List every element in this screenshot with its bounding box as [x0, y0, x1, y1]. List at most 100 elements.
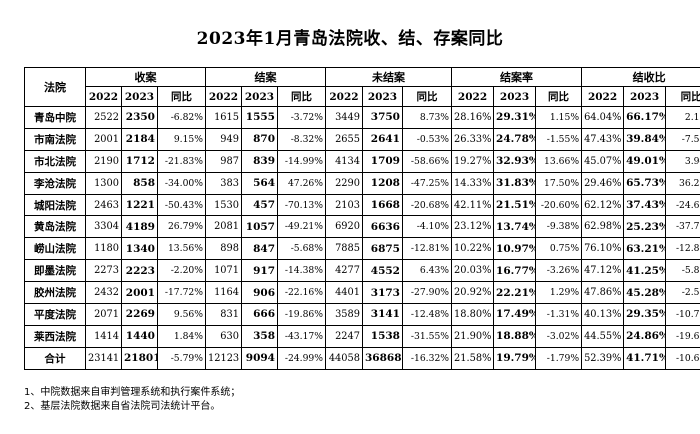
value-cell: 2001	[85, 127, 122, 151]
court-name: 黄岛法院	[24, 215, 86, 239]
value-cell: 2247	[325, 324, 363, 348]
yoy-cell: -22.16%	[277, 281, 326, 305]
table-row: 城阳法院 2463 1221 -50.43% 1530 457 -70.13% 2103 166…	[24, 193, 700, 217]
value-cell: 1538	[362, 324, 403, 348]
yoy-cell: 6.43%	[401, 259, 453, 283]
sub-header-year: 2022	[205, 86, 242, 107]
court-name: 合计	[24, 346, 86, 370]
value-cell: 2269	[121, 303, 158, 326]
sub-header-yoy: 同比	[665, 86, 700, 107]
value-cell: 1555	[241, 106, 278, 129]
yoy-cell: -5.68%	[277, 237, 326, 261]
sub-header-yoy: 同比	[277, 86, 326, 107]
value-cell: 839	[241, 149, 278, 173]
statistics-table: 法院 收案 结案 未结案 结案率 结收比 2022 2023 同比 2022 2023 同…	[24, 67, 700, 370]
table-row: 即墨法院 2273 2223 -2.20% 1071 917 -14.38% 4277 4552…	[24, 259, 700, 283]
value-cell: 62.98%	[581, 215, 625, 239]
value-cell: 20.92%	[451, 281, 495, 305]
value-cell: 7885	[325, 237, 363, 261]
value-cell: 21.90%	[451, 324, 495, 348]
group-header-closed: 结案	[205, 67, 326, 87]
yoy-cell: -3.72%	[277, 106, 326, 129]
value-cell: 1057	[241, 215, 278, 239]
value-cell: 29.35%	[623, 303, 667, 326]
value-cell: 2641	[362, 127, 403, 151]
value-cell: 1709	[362, 149, 403, 173]
value-cell: 28.16%	[451, 106, 495, 129]
value-cell: 3449	[325, 106, 363, 129]
value-cell: 2655	[325, 127, 363, 151]
table-row: 青岛中院 2522 2350 -6.82% 1615 1555 -3.72% 3449 3750…	[24, 106, 700, 129]
court-name: 城阳法院	[24, 193, 86, 217]
value-cell: 1615	[205, 106, 242, 129]
value-cell: 23.12%	[451, 215, 495, 239]
yoy-cell: -70.13%	[277, 193, 326, 217]
yoy-cell: -1.31%	[535, 303, 583, 326]
table-row: 平度法院 2071 2269 9.56% 831 666 -19.86% 3589 3141 -1…	[24, 303, 700, 326]
value-cell: 17.49%	[493, 303, 537, 326]
yoy-cell: 47.26%	[277, 171, 326, 195]
value-cell: 2350	[121, 106, 158, 129]
yoy-cell: -19.69%	[665, 324, 700, 348]
value-cell: 45.07%	[581, 149, 625, 173]
value-cell: 6636	[362, 215, 403, 239]
yoy-cell: -24.69%	[665, 193, 700, 217]
value-cell: 22.21%	[493, 281, 537, 305]
table-row: 莱西法院 1414 1440 1.84% 630 358 -43.17% 2247 1538 -3…	[24, 324, 700, 348]
value-cell: 2273	[85, 259, 122, 283]
value-cell: 858	[121, 171, 158, 195]
value-cell: 2001	[121, 281, 158, 305]
value-cell: 870	[241, 127, 278, 151]
value-cell: 2522	[85, 106, 122, 129]
value-cell: 47.43%	[581, 127, 625, 151]
yoy-cell: -20.60%	[535, 193, 583, 217]
value-cell: 47.86%	[581, 281, 625, 305]
value-cell: 47.12%	[581, 259, 625, 283]
yoy-cell: -12.89%	[665, 237, 700, 261]
yoy-cell: -3.02%	[535, 324, 583, 348]
court-name: 市南法院	[24, 127, 86, 151]
value-cell: 4277	[325, 259, 363, 283]
value-cell: 4189	[121, 215, 158, 239]
yoy-cell: 9.15%	[157, 127, 206, 151]
yoy-cell: 17.50%	[535, 171, 583, 195]
value-cell: 31.83%	[493, 171, 537, 195]
value-cell: 21.51%	[493, 193, 537, 217]
value-cell: 52.39%	[581, 346, 625, 370]
value-cell: 2103	[325, 193, 363, 217]
value-cell: 18.80%	[451, 303, 495, 326]
court-name: 青岛中院	[24, 106, 86, 129]
yoy-cell: -34.00%	[157, 171, 206, 195]
value-cell: 23141	[85, 346, 122, 370]
court-name: 胶州法院	[24, 281, 86, 305]
value-cell: 66.17%	[623, 106, 667, 129]
yoy-cell: -16.32%	[401, 346, 453, 370]
value-cell: 2071	[85, 303, 122, 326]
yoy-cell: -12.81%	[401, 237, 453, 261]
yoy-cell: -20.68%	[401, 193, 453, 217]
value-cell: 3173	[362, 281, 403, 305]
header-row-groups: 法院 收案 结案 未结案 结案率 结收比	[24, 67, 700, 107]
footnotes: 1、中院数据来自审判管理系统和执行案件系统； 2、基层法院数据来自省法院司法统计…	[24, 386, 240, 414]
value-cell: 1440	[121, 324, 158, 348]
value-cell: 10.97%	[493, 237, 537, 261]
value-cell: 19.27%	[451, 149, 495, 173]
yoy-cell: 13.66%	[535, 149, 583, 173]
value-cell: 24.86%	[623, 324, 667, 348]
court-column-header: 法院	[24, 67, 86, 107]
value-cell: 630	[205, 324, 242, 348]
value-cell: 383	[205, 171, 242, 195]
value-cell: 64.04%	[581, 106, 625, 129]
value-cell: 3141	[362, 303, 403, 326]
sub-header-year: 2023	[241, 86, 278, 107]
value-cell: 949	[205, 127, 242, 151]
value-cell: 987	[205, 149, 242, 173]
value-cell: 1208	[362, 171, 403, 195]
value-cell: 62.12%	[581, 193, 625, 217]
value-cell: 2463	[85, 193, 122, 217]
group-header-pending: 未结案	[324, 67, 453, 87]
value-cell: 20.03%	[451, 259, 495, 283]
sub-header-year: 2022	[451, 86, 495, 107]
yoy-cell: -5.79%	[157, 346, 206, 370]
value-cell: 3589	[325, 303, 363, 326]
